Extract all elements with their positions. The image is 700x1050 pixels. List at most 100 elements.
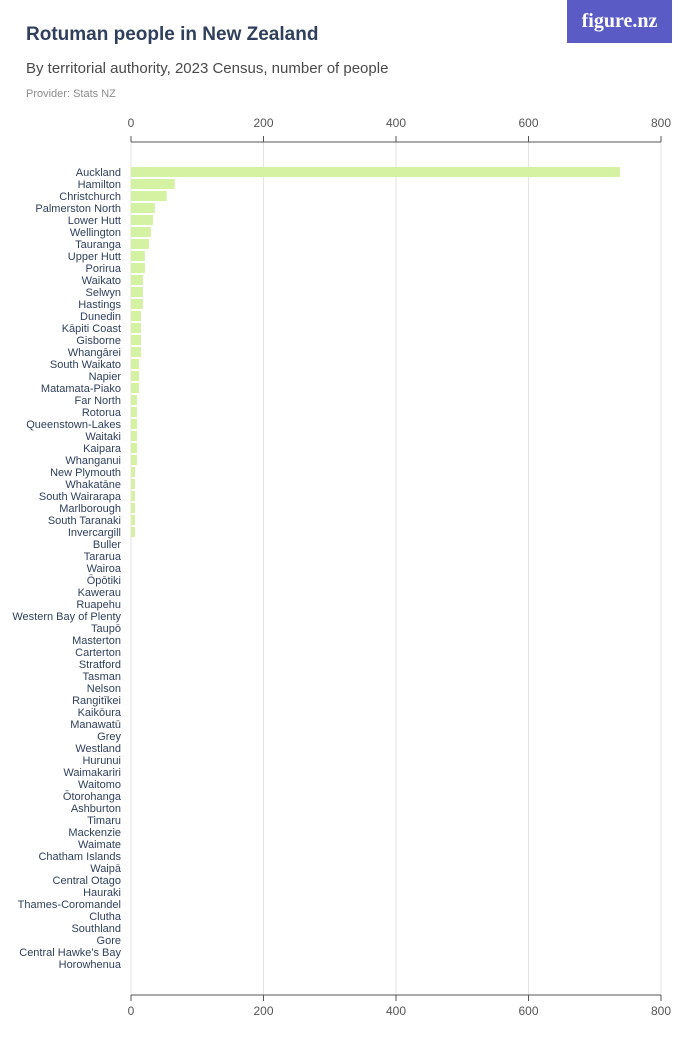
category-label: Matamata-Piako — [41, 383, 121, 395]
bar — [131, 479, 135, 489]
category-label: Napier — [89, 371, 122, 383]
category-label: South Waikato — [50, 359, 121, 371]
category-label: Ōtorohanga — [63, 791, 122, 803]
bottom-axis-tick-label: 0 — [128, 1004, 135, 1018]
bar — [131, 431, 137, 441]
bar — [131, 395, 137, 405]
top-axis-tick-label: 600 — [518, 116, 538, 130]
bar — [131, 443, 137, 453]
bar — [131, 311, 141, 321]
category-label: Upper Hutt — [68, 251, 121, 263]
category-label: Masterton — [72, 635, 121, 647]
bar — [131, 203, 155, 213]
bar — [131, 227, 151, 237]
bar — [131, 167, 620, 177]
bar — [131, 263, 145, 273]
bar — [131, 503, 135, 513]
category-label: Hamilton — [78, 179, 121, 191]
bottom-axis-tick-label: 200 — [253, 1004, 273, 1018]
bar — [131, 371, 139, 381]
chart-subtitle: By territorial authority, 2023 Census, n… — [26, 60, 389, 77]
category-label: Dunedin — [80, 311, 121, 323]
category-label: Hastings — [78, 299, 121, 311]
category-label: Nelson — [87, 683, 121, 695]
category-label: Kawerau — [78, 587, 121, 599]
category-label: Waimakariri — [63, 767, 121, 779]
bar — [131, 191, 167, 201]
category-label: Buller — [93, 539, 121, 551]
category-label: Ashburton — [71, 803, 121, 815]
bar — [131, 527, 135, 537]
category-label: Waipā — [90, 863, 122, 875]
category-label: Whangārei — [68, 347, 121, 359]
category-label: Mackenzie — [68, 827, 121, 839]
category-label: Horowhenua — [59, 959, 122, 971]
category-label: Ōpōtiki — [87, 575, 121, 587]
category-label: Stratford — [79, 659, 121, 671]
bar — [131, 455, 137, 465]
category-label: Taupō — [91, 623, 121, 635]
data-provider: Provider: Stats NZ — [26, 88, 116, 100]
bar — [131, 347, 141, 357]
category-label: Waitaki — [85, 431, 121, 443]
category-label: Grey — [97, 731, 121, 743]
category-label: New Plymouth — [50, 467, 121, 479]
category-label: Marlborough — [59, 503, 121, 515]
category-label: Thames-Coromandel — [18, 899, 121, 911]
category-label: Lower Hutt — [68, 215, 121, 227]
figure-nz-logo[interactable]: figure.nz — [567, 0, 672, 43]
category-label: Timaru — [87, 815, 121, 827]
category-label: Waitomo — [78, 779, 121, 791]
bar — [131, 239, 149, 249]
category-label: South Wairarapa — [39, 491, 122, 503]
bar — [131, 515, 135, 525]
category-label: Rotorua — [82, 407, 122, 419]
bottom-axis-tick-label: 400 — [386, 1004, 406, 1018]
bottom-axis-tick-label: 800 — [651, 1004, 671, 1018]
category-label: Wairoa — [87, 563, 122, 575]
bar — [131, 179, 175, 189]
category-label: Tasman — [82, 671, 121, 683]
bar — [131, 251, 145, 261]
category-label: Whakatāne — [65, 479, 121, 491]
category-label: Wellington — [70, 227, 121, 239]
category-label: Kāpiti Coast — [62, 323, 121, 335]
category-label: Invercargill — [68, 527, 121, 539]
category-label: Ruapehu — [76, 599, 121, 611]
bar — [131, 287, 143, 297]
category-label: Manawatū — [70, 719, 121, 731]
category-label: Christchurch — [59, 191, 121, 203]
top-axis-tick-label: 800 — [651, 116, 671, 130]
top-axis-tick-label: 0 — [128, 116, 135, 130]
bar — [131, 491, 135, 501]
category-label: Central Otago — [53, 875, 121, 887]
top-axis-tick-label: 400 — [386, 116, 406, 130]
category-label: Chatham Islands — [38, 851, 121, 863]
category-label: Rangitīkei — [72, 695, 121, 707]
chart-title: Rotuman people in New Zealand — [26, 24, 319, 45]
category-label: Palmerston North — [35, 203, 121, 215]
category-label: Auckland — [76, 167, 121, 179]
bar — [131, 467, 135, 477]
category-label: Tararua — [84, 551, 122, 563]
category-label: Hurunui — [82, 755, 121, 767]
bar — [131, 275, 143, 285]
category-label: Gore — [97, 935, 121, 947]
category-label: Hauraki — [83, 887, 121, 899]
category-label: Selwyn — [86, 287, 121, 299]
category-label: Porirua — [86, 263, 122, 275]
category-label: Westland — [75, 743, 121, 755]
category-label: Kaikōura — [78, 707, 122, 719]
bar — [131, 335, 141, 345]
bar — [131, 407, 137, 417]
bar — [131, 419, 137, 429]
category-label: Tauranga — [75, 239, 122, 251]
top-axis-tick-label: 200 — [253, 116, 273, 130]
category-label: Southland — [71, 923, 121, 935]
category-label: Queenstown-Lakes — [26, 419, 121, 431]
bar — [131, 215, 153, 225]
category-label: Waimate — [78, 839, 121, 851]
bar — [131, 359, 139, 369]
category-label: South Taranaki — [48, 515, 121, 527]
category-label: Clutha — [89, 911, 122, 923]
